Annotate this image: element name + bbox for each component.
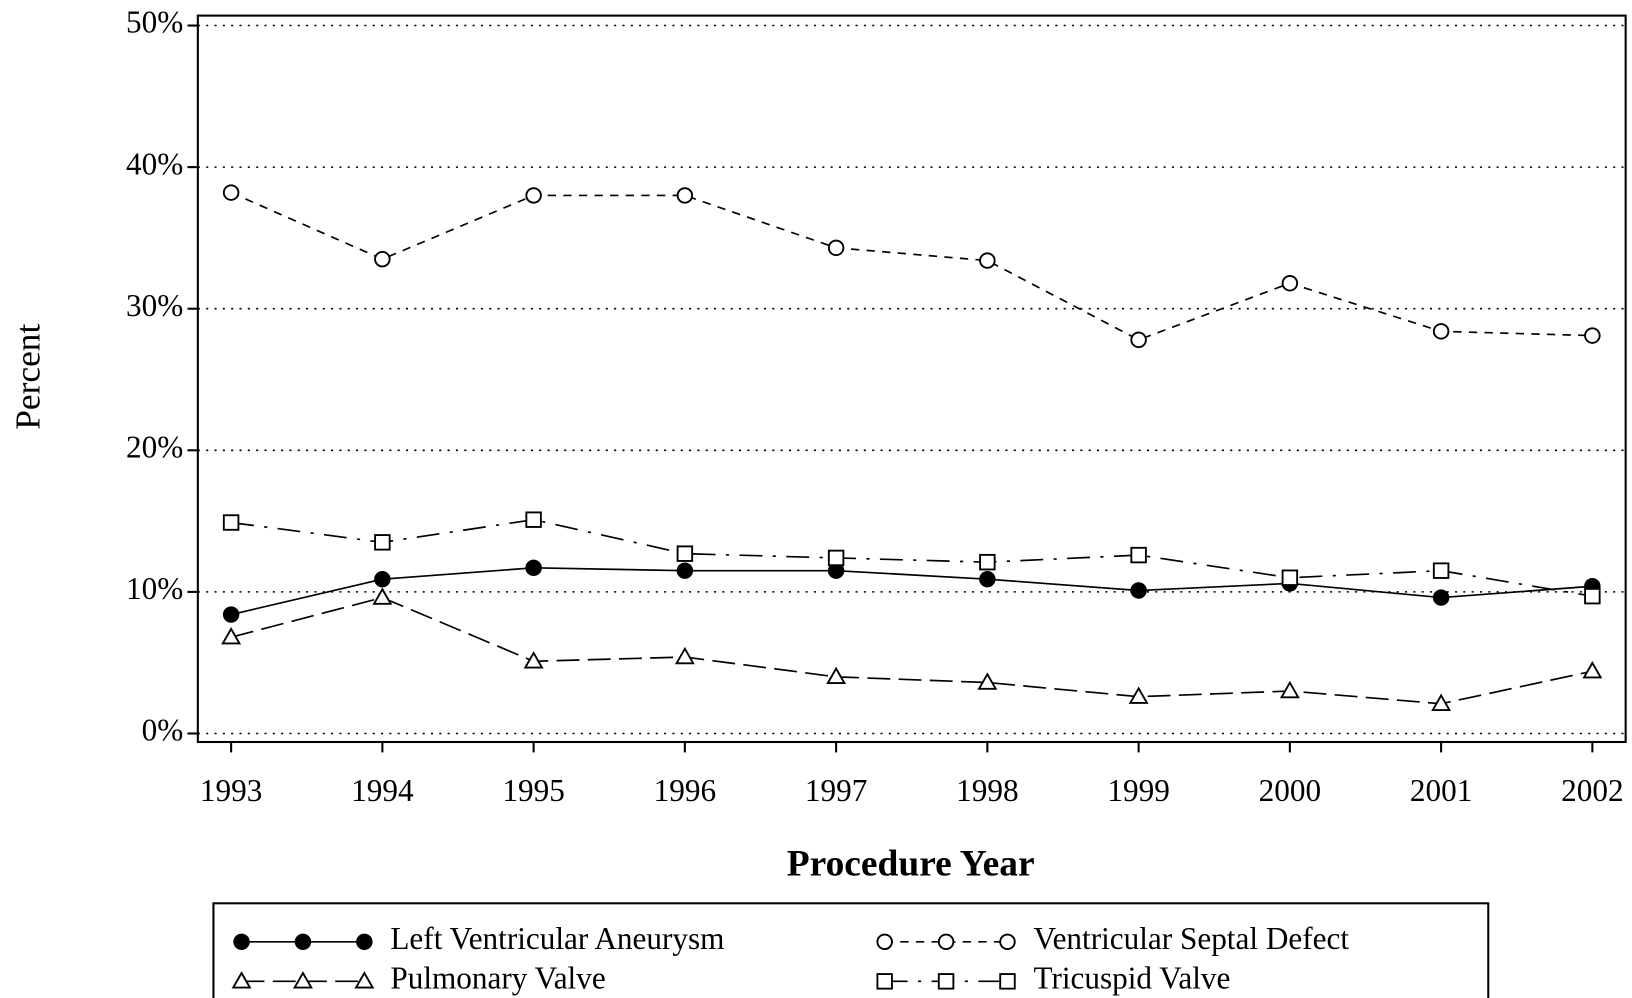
plot-frame xyxy=(196,14,1627,744)
legend-label: Pulmonary Valve xyxy=(390,961,605,996)
data-point xyxy=(1432,323,1450,340)
data-point xyxy=(1130,331,1147,349)
y-tick-label: 50% xyxy=(126,5,183,40)
y-tick-label: 20% xyxy=(126,429,183,464)
data-point xyxy=(977,672,998,690)
y-tick-label: 0% xyxy=(142,713,184,748)
x-tick-label: 1997 xyxy=(805,773,867,808)
legend-marker xyxy=(937,933,955,951)
series-line xyxy=(230,566,1593,616)
y-axis-label: Percent xyxy=(7,324,47,430)
data-point xyxy=(979,570,996,588)
data-point xyxy=(1281,569,1299,586)
x-tick-label: 2001 xyxy=(1410,773,1472,808)
data-point xyxy=(1128,686,1149,704)
legend-marker xyxy=(294,933,312,951)
x-tick-label: 2000 xyxy=(1259,773,1321,808)
data-point xyxy=(525,559,542,577)
data-point xyxy=(374,570,391,588)
series-line xyxy=(230,596,1593,705)
y-tick-label: 30% xyxy=(126,288,183,323)
legend-marker xyxy=(999,933,1016,951)
y-tick-label: 10% xyxy=(126,571,183,606)
data-point xyxy=(674,646,695,665)
data-point xyxy=(826,666,847,685)
data-point xyxy=(979,553,996,571)
legend-label: Ventricular Septal Defect xyxy=(1033,921,1349,956)
data-point xyxy=(1130,546,1147,564)
legend-marker xyxy=(231,971,252,989)
data-point xyxy=(1582,660,1603,679)
data-point xyxy=(374,534,391,551)
legend-marker xyxy=(937,973,955,990)
data-point xyxy=(979,252,996,269)
data-point xyxy=(1584,587,1601,605)
x-tick-label: 1993 xyxy=(200,773,262,808)
x-tick-label: 2002 xyxy=(1561,773,1623,808)
x-tick-label: 1998 xyxy=(956,773,1018,808)
data-point xyxy=(827,549,845,567)
data-point xyxy=(525,187,542,204)
data-point xyxy=(1584,327,1601,344)
legend-marker xyxy=(354,971,375,989)
legend-box xyxy=(212,902,1490,998)
x-tick-label: 1996 xyxy=(654,773,716,808)
data-point xyxy=(523,651,544,669)
legend-label: Left Ventricular Aneurysm xyxy=(390,921,724,956)
y-tick-label: 40% xyxy=(126,146,183,181)
series-line xyxy=(230,191,1593,341)
data-point xyxy=(1281,275,1299,292)
data-point xyxy=(827,239,845,257)
series-line xyxy=(231,518,1593,597)
x-tick-label: 1999 xyxy=(1107,773,1169,808)
data-point xyxy=(222,606,240,623)
data-point xyxy=(676,545,694,562)
data-point xyxy=(1279,680,1300,699)
data-point xyxy=(676,187,694,204)
data-point xyxy=(1431,693,1452,711)
legend-marker xyxy=(356,933,373,951)
legend-marker xyxy=(999,973,1016,990)
data-point xyxy=(1130,582,1147,599)
legend-marker xyxy=(876,973,893,990)
x-tick-label: 1995 xyxy=(502,773,564,808)
legend-marker xyxy=(233,933,250,951)
legend-label: Tricuspid Valve xyxy=(1033,961,1230,996)
data-point xyxy=(374,250,391,268)
data-point xyxy=(222,514,240,531)
data-point xyxy=(525,511,542,528)
data-point xyxy=(221,627,242,645)
data-point xyxy=(1432,589,1450,606)
x-axis-label: Procedure Year xyxy=(787,843,1035,884)
data-point xyxy=(1432,562,1450,579)
data-point xyxy=(372,587,393,605)
x-tick-label: 1994 xyxy=(351,773,414,808)
data-point xyxy=(222,184,240,201)
legend-marker xyxy=(293,971,313,989)
data-point xyxy=(676,562,694,579)
legend-marker xyxy=(876,933,893,951)
